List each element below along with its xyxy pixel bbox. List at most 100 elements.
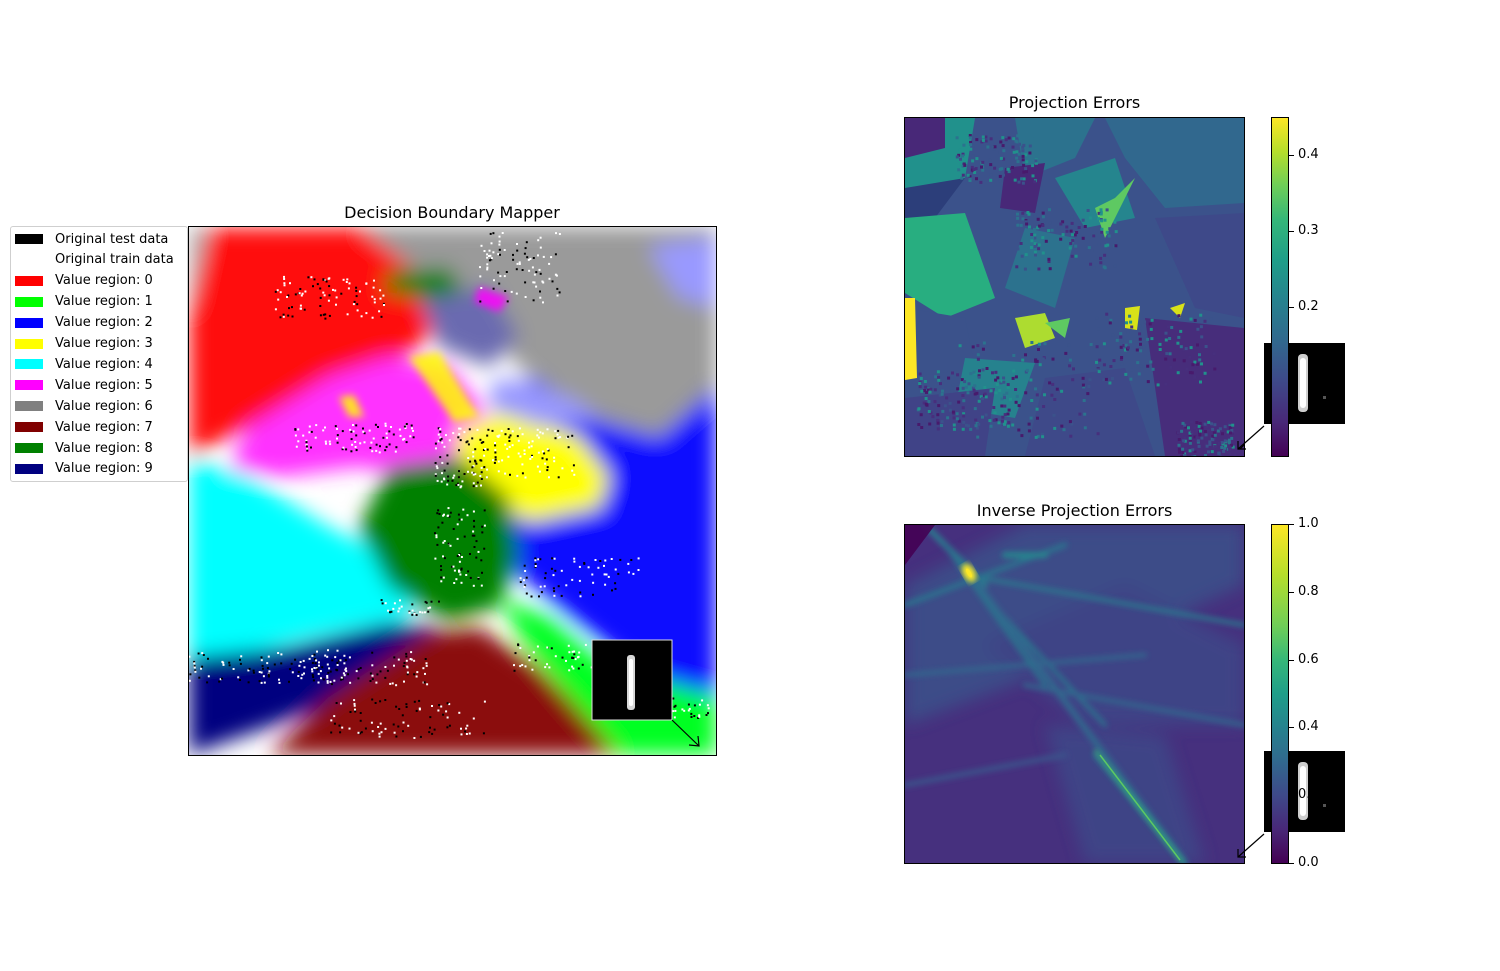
- error-speckle: [1017, 404, 1021, 408]
- error-speckle: [946, 416, 950, 420]
- scatter-point: [307, 276, 310, 279]
- scatter-point: [365, 312, 368, 315]
- scatter-point: [375, 681, 378, 684]
- scatter-point: [305, 443, 308, 446]
- scatter-point: [393, 656, 396, 659]
- scatter-point: [556, 294, 559, 297]
- scatter-point: [488, 249, 491, 252]
- scatter-point: [228, 661, 231, 664]
- scatter-point: [274, 308, 277, 311]
- scatter-point: [278, 681, 281, 684]
- error-speckle: [1024, 248, 1028, 252]
- error-speckle: [976, 435, 980, 439]
- scatter-point: [331, 659, 334, 662]
- scatter-point: [458, 560, 461, 563]
- scatter-point: [392, 723, 395, 726]
- scatter-point: [494, 449, 497, 452]
- scatter-point: [419, 611, 422, 614]
- scatter-point: [362, 430, 365, 433]
- error-speckle: [1001, 136, 1005, 140]
- scatter-point: [503, 275, 506, 278]
- error-speckle: [1048, 381, 1052, 385]
- scatter-point: [532, 651, 535, 654]
- error-speckle: [1016, 212, 1019, 216]
- error-speckle: [1026, 234, 1030, 238]
- scatter-point: [341, 678, 344, 681]
- scatter-point: [452, 565, 455, 568]
- scatter-point: [375, 449, 378, 452]
- error-speckle: [1028, 225, 1031, 229]
- scatter-point: [425, 601, 428, 604]
- error-speckle: [1011, 166, 1014, 169]
- scatter-point: [288, 680, 290, 683]
- scatter-point: [523, 579, 525, 582]
- scatter-point: [312, 676, 315, 678]
- scatter-point: [311, 670, 314, 673]
- scatter-point: [514, 652, 517, 655]
- scatter-point: [489, 254, 492, 257]
- scatter-point: [567, 644, 570, 647]
- scatter-point: [311, 655, 314, 657]
- scatter-point: [594, 559, 597, 561]
- error-speckle: [933, 400, 937, 404]
- error-speckle: [1126, 331, 1130, 334]
- scatter-point: [457, 483, 460, 486]
- scatter-point: [302, 434, 305, 437]
- scatter-point: [550, 647, 553, 650]
- projection-errors-axes[interactable]: [904, 117, 1245, 457]
- scatter-point: [308, 425, 311, 428]
- error-speckle: [1180, 429, 1184, 433]
- inverse-projection-errors-axes[interactable]: [904, 524, 1245, 864]
- scatter-point: [431, 732, 434, 735]
- scatter-point: [290, 662, 293, 665]
- scatter-point: [565, 584, 568, 587]
- scatter-point: [400, 605, 403, 608]
- scatter-point: [342, 446, 345, 449]
- scatter-point: [447, 475, 450, 478]
- error-speckle: [1020, 177, 1024, 181]
- scatter-point: [490, 258, 493, 261]
- error-speckle: [1083, 426, 1087, 430]
- error-speckle: [970, 165, 974, 169]
- scatter-point: [336, 427, 338, 430]
- scatter-point: [221, 660, 224, 663]
- error-speckle: [1083, 225, 1087, 228]
- scatter-point: [442, 555, 444, 558]
- scatter-point: [316, 283, 319, 286]
- error-speckle: [1097, 217, 1100, 221]
- inverse-projection-errors-map: [905, 525, 1244, 863]
- scatter-point: [402, 438, 405, 441]
- scatter-point: [516, 243, 518, 245]
- scatter-point: [377, 726, 380, 728]
- scatter-point: [266, 662, 269, 665]
- error-speckle: [1026, 211, 1030, 214]
- scatter-point: [322, 278, 325, 281]
- error-speckle: [1036, 226, 1040, 230]
- dbm-axes[interactable]: [188, 226, 717, 756]
- error-speckle: [1053, 426, 1057, 430]
- scatter-point: [524, 296, 527, 298]
- error-speckle: [939, 382, 942, 386]
- error-speckle: [977, 375, 981, 379]
- error-speckle: [985, 367, 989, 370]
- scatter-point: [534, 559, 537, 562]
- scatter-point: [537, 254, 539, 257]
- scatter-point: [333, 715, 336, 718]
- error-speckle: [1034, 435, 1038, 439]
- scatter-point: [439, 428, 442, 430]
- scatter-point: [406, 671, 409, 674]
- scatter-point: [315, 667, 318, 670]
- scatter-point: [375, 443, 378, 446]
- legend-entry: Value region: 2: [15, 313, 153, 333]
- scatter-point: [218, 680, 221, 683]
- scatter-point: [283, 278, 286, 280]
- error-speckle: [972, 370, 976, 374]
- error-speckle: [1030, 399, 1034, 402]
- error-speckle: [1033, 233, 1037, 237]
- error-speckle: [1229, 431, 1232, 435]
- error-speckle: [974, 167, 978, 170]
- error-speckle: [1186, 428, 1190, 432]
- error-speckle: [1043, 393, 1046, 397]
- scatter-point: [536, 465, 539, 468]
- scatter-point: [443, 445, 446, 448]
